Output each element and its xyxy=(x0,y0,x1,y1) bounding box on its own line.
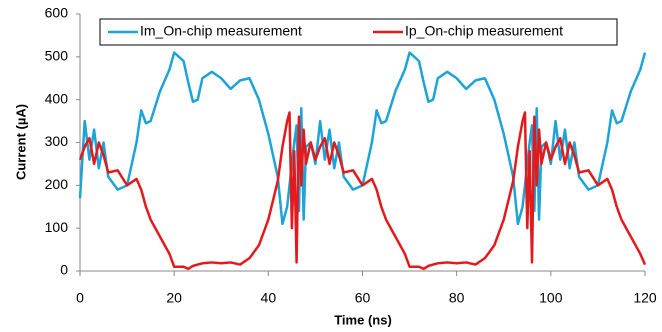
y-tick-label: 400 xyxy=(45,90,69,106)
x-tick-label: 80 xyxy=(449,290,465,306)
x-tick-label: 20 xyxy=(166,290,182,306)
series-line xyxy=(78,111,647,271)
y-tick-label: 100 xyxy=(45,219,69,235)
x-tick-label: 40 xyxy=(261,290,277,306)
y-tick-label: 600 xyxy=(45,5,69,21)
y-tick-label: 300 xyxy=(45,133,69,149)
y-tick-label: 200 xyxy=(45,176,69,192)
legend-box xyxy=(99,18,618,46)
x-tick-label: 60 xyxy=(355,290,371,306)
x-tick-label: 100 xyxy=(539,290,563,306)
legend-label: Ip_On-chip measurement xyxy=(405,23,563,39)
x-tick-label: 0 xyxy=(76,290,84,306)
x-tick-label: 120 xyxy=(633,290,657,306)
y-axis-label: Current (µA) xyxy=(13,104,28,180)
x-axis-label: Time (ns) xyxy=(334,312,392,327)
y-tick-label: 500 xyxy=(45,48,69,64)
legend-label: Im_On-chip measurement xyxy=(140,23,302,39)
y-tick-label: 0 xyxy=(60,262,68,278)
